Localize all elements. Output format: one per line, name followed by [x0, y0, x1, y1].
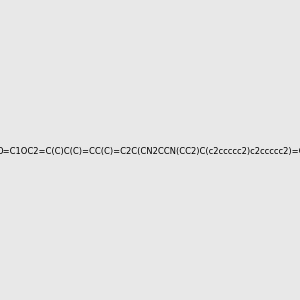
- Text: O=C1OC2=C(C)C(C)=CC(C)=C2C(CN2CCN(CC2)C(c2ccccc2)c2ccccc2)=C1: O=C1OC2=C(C)C(C)=CC(C)=C2C(CN2CCN(CC2)C(…: [0, 147, 300, 156]
